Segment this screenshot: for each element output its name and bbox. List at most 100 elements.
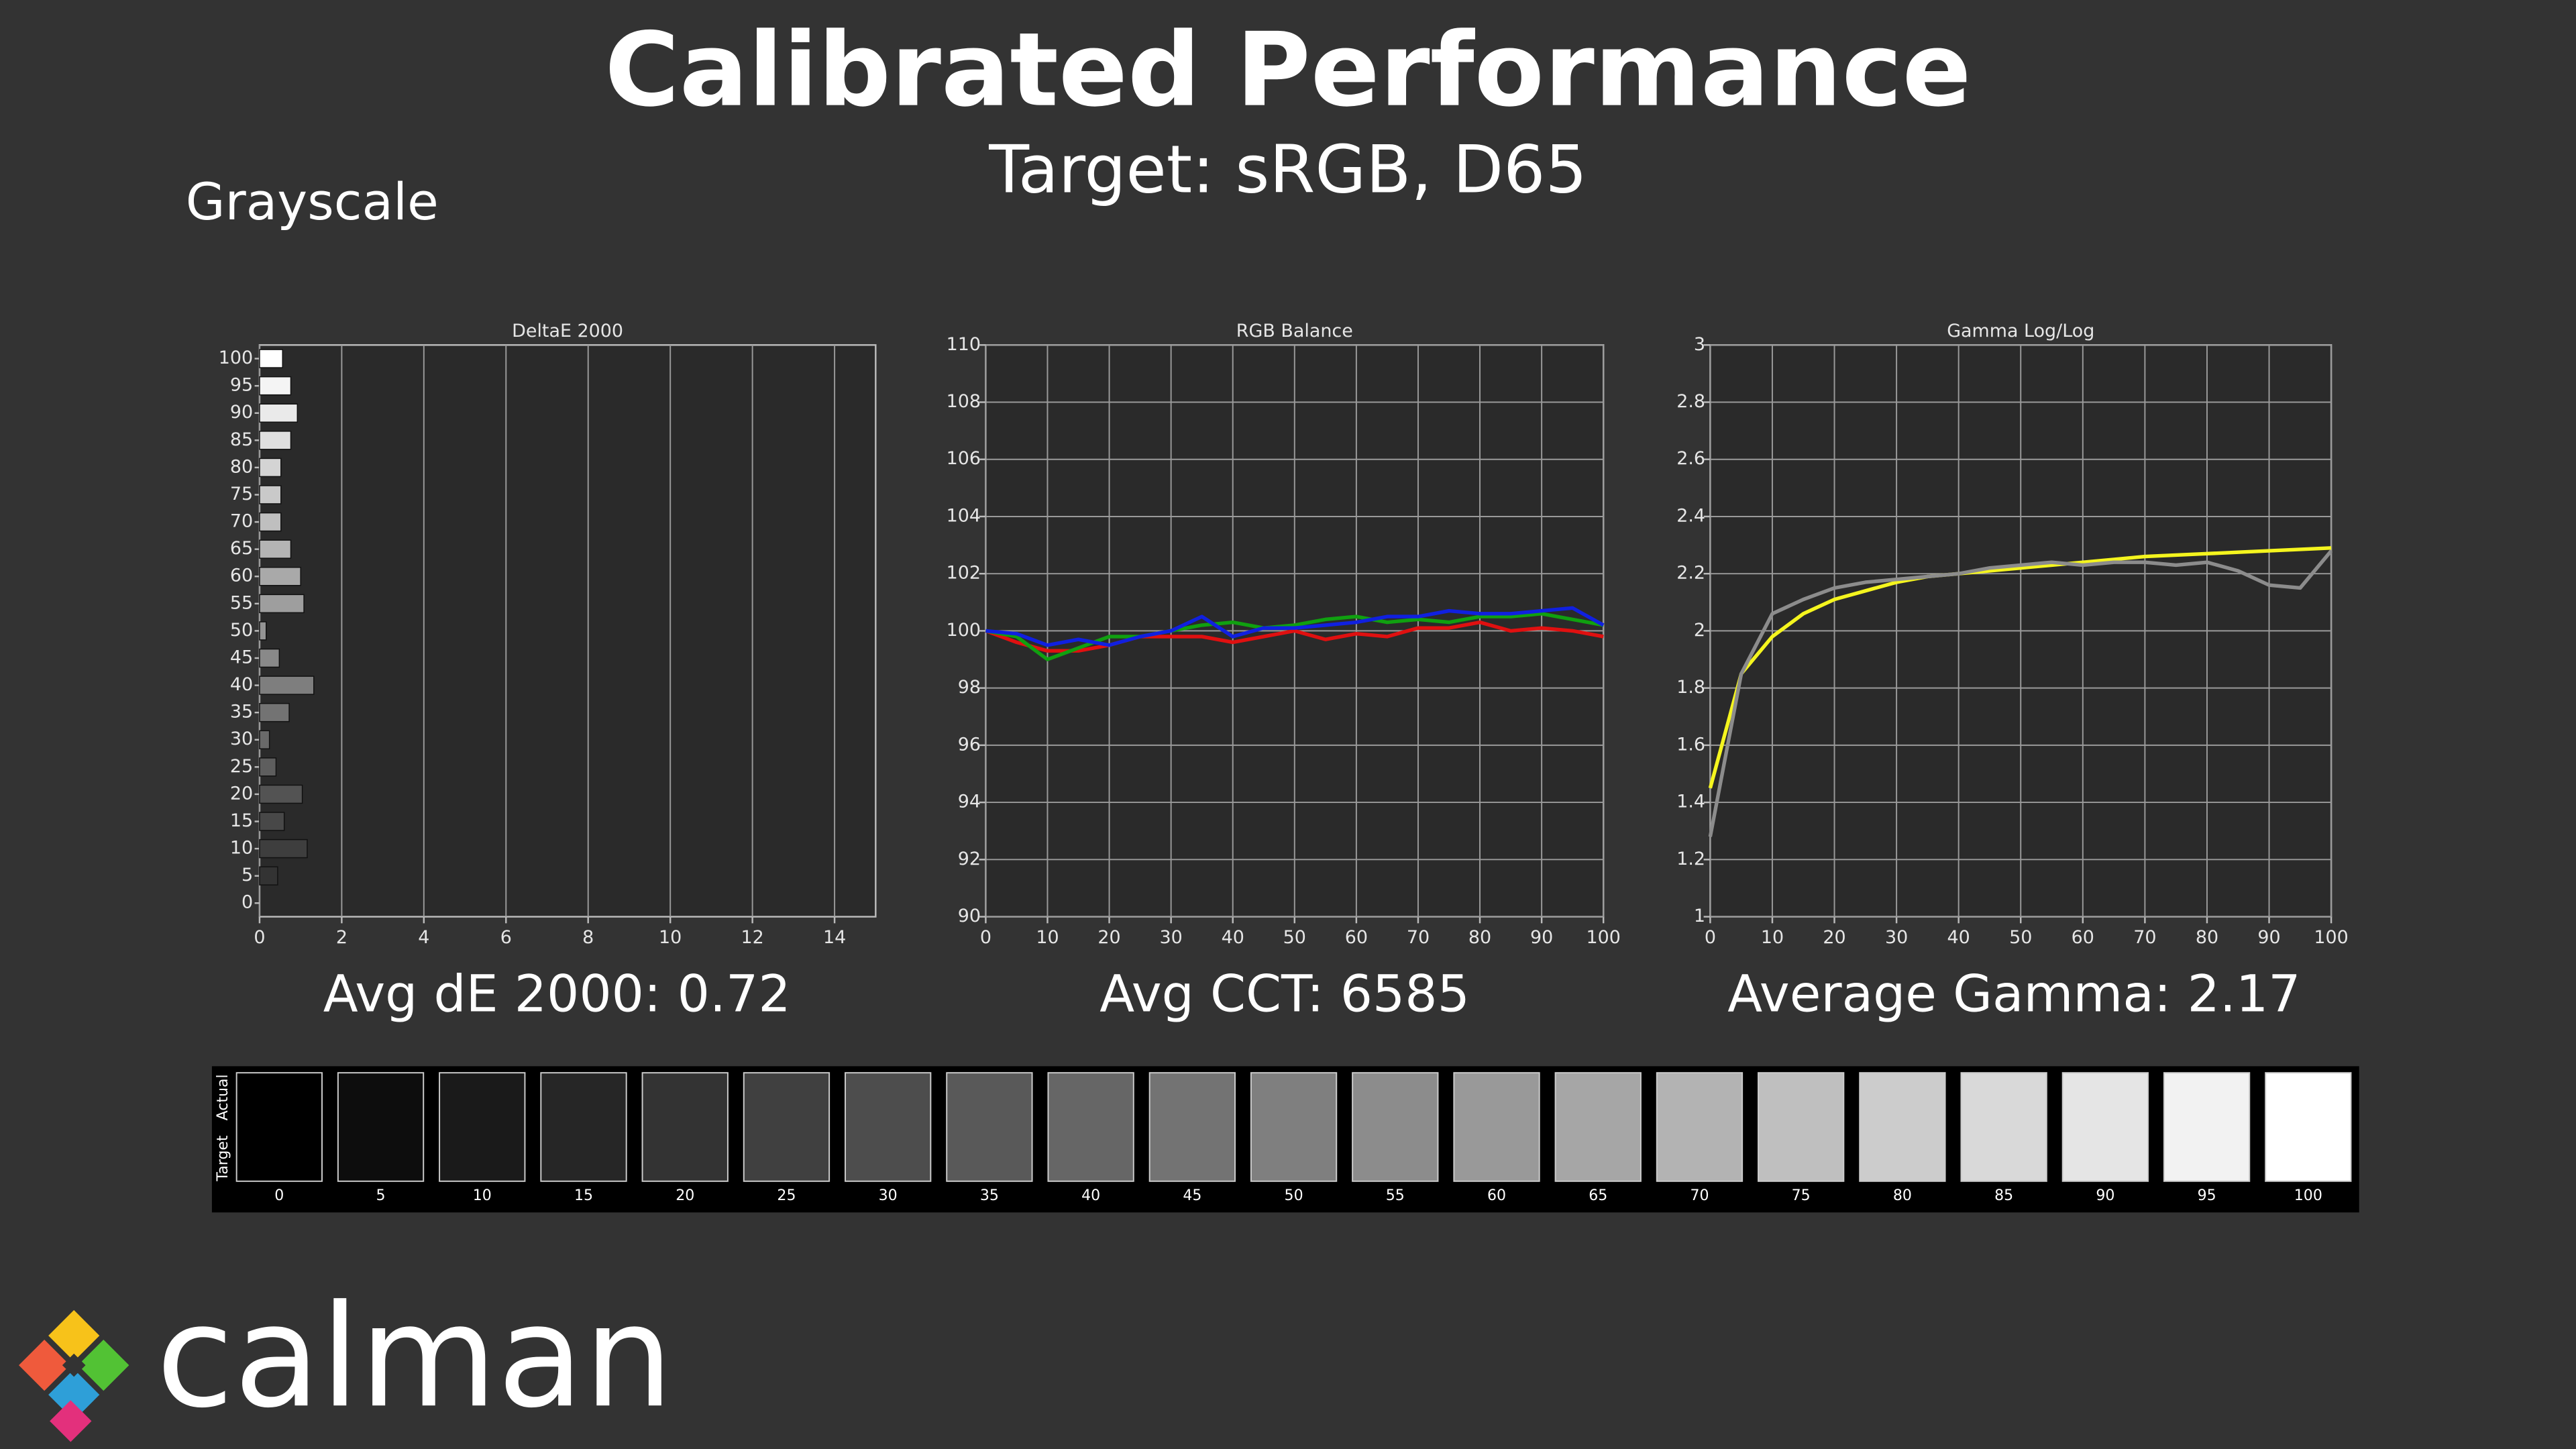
x-tick-label: 10 (659, 927, 682, 948)
y-tick-label: 55 (230, 592, 253, 613)
x-tick-label: 10 (1036, 927, 1059, 948)
y-tick-label: 104 (947, 505, 981, 526)
swatch (1758, 1072, 1845, 1182)
x-tick-label: 40 (1947, 927, 1970, 948)
swatch (641, 1072, 729, 1182)
y-tick-label: 50 (230, 620, 253, 641)
bar (259, 567, 301, 586)
x-tick-label: 0 (254, 927, 265, 948)
chart-title: RGB Balance (1236, 321, 1353, 341)
chart-caption: Avg dE 2000: 0.72 (323, 965, 791, 1024)
swatch-label: 50 (1285, 1187, 1303, 1204)
y-tick-label: 10 (230, 838, 253, 859)
swatch (1554, 1072, 1642, 1182)
y-tick-label: 70 (230, 511, 253, 532)
y-tick-label: 25 (230, 756, 253, 777)
x-tick-label: 6 (500, 927, 512, 948)
swatch (337, 1072, 425, 1182)
x-tick-label: 4 (418, 927, 429, 948)
x-tick-label: 30 (1885, 927, 1908, 948)
x-tick-label: 70 (2133, 927, 2156, 948)
bar (259, 458, 282, 478)
x-tick-label: 70 (1407, 927, 1430, 948)
section-title: Grayscale (186, 172, 439, 231)
swatch (1859, 1072, 1946, 1182)
series-line (1708, 549, 2333, 837)
y-tick-label: 2 (1694, 620, 1705, 641)
y-tick-label: 3 (1694, 334, 1705, 355)
y-tick-label: 85 (230, 429, 253, 450)
series-line (985, 612, 1604, 661)
y-tick-label: 2.8 (1676, 391, 1705, 412)
page-title: Calibrated Performance (604, 11, 1971, 129)
bar (259, 512, 282, 532)
swatch-label: 45 (1183, 1187, 1201, 1204)
y-tick-label: 1.4 (1676, 792, 1705, 812)
bar (259, 431, 292, 450)
bar (259, 539, 292, 559)
swatch-label: 55 (1386, 1187, 1405, 1204)
y-tick-label: 1 (1694, 906, 1705, 926)
bar (259, 621, 267, 641)
series-line (985, 620, 1604, 653)
swatch (845, 1072, 932, 1182)
bar (259, 730, 270, 749)
swatch-label: 65 (1589, 1187, 1607, 1204)
x-tick-label: 100 (1587, 927, 1621, 948)
y-tick-label: 75 (230, 484, 253, 504)
swatch (946, 1072, 1033, 1182)
plot-area (258, 344, 877, 918)
swatch (1656, 1072, 1743, 1182)
x-tick-label: 100 (2314, 927, 2348, 948)
x-tick-label: 14 (823, 927, 846, 948)
swatch-label: 80 (1893, 1187, 1912, 1204)
bar (259, 812, 285, 831)
chart-title: DeltaE 2000 (512, 321, 623, 341)
swatch (1250, 1072, 1338, 1182)
swatch-label: 15 (574, 1187, 593, 1204)
bar (259, 648, 280, 668)
x-tick-label: 10 (1761, 927, 1784, 948)
x-tick-label: 30 (1159, 927, 1182, 948)
y-tick-label: 90 (958, 906, 981, 926)
bar (259, 866, 278, 885)
x-tick-label: 20 (1097, 927, 1120, 948)
y-tick-label: 5 (241, 865, 253, 885)
y-tick-label: 90 (230, 402, 253, 423)
y-tick-label: 100 (219, 347, 253, 368)
y-tick-label: 2.6 (1676, 448, 1705, 469)
bar (259, 702, 290, 722)
swatch-label: 85 (1994, 1187, 2013, 1204)
swatch-label: 30 (879, 1187, 898, 1204)
x-tick-label: 90 (2257, 927, 2280, 948)
x-tick-label: 12 (741, 927, 763, 948)
logo-icon (19, 1309, 129, 1442)
y-tick-label: 80 (230, 456, 253, 477)
y-tick-label: 92 (958, 849, 981, 869)
swatch (1148, 1072, 1236, 1182)
y-tick-label: 0 (241, 892, 253, 913)
swatch-label: 40 (1081, 1187, 1100, 1204)
bar (259, 349, 283, 368)
bar (259, 403, 299, 423)
x-tick-label: 0 (1705, 927, 1716, 948)
swatch (1047, 1072, 1134, 1182)
y-tick-label: 95 (230, 375, 253, 396)
bar (259, 784, 303, 804)
chart-caption: Avg CCT: 6585 (1099, 965, 1470, 1024)
swatch (1352, 1072, 1439, 1182)
x-tick-label: 60 (1345, 927, 1368, 948)
swatch-row-label: Target (215, 1135, 231, 1182)
swatch-label: 95 (2198, 1187, 2216, 1204)
y-tick-label: 15 (230, 810, 253, 831)
swatch-label: 100 (2294, 1187, 2322, 1204)
swatch (439, 1072, 526, 1182)
bar (259, 594, 305, 614)
y-tick-label: 98 (958, 677, 981, 698)
y-tick-label: 106 (947, 448, 981, 469)
y-tick-label: 102 (947, 563, 981, 584)
swatch (1453, 1072, 1540, 1182)
swatch (2163, 1072, 2251, 1182)
